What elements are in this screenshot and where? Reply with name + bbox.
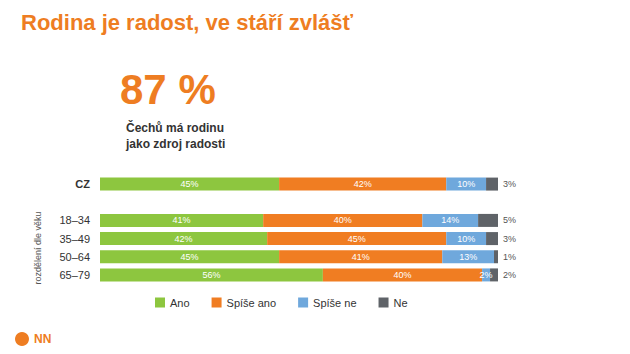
svg-text:3%: 3% [503,234,516,244]
svg-text:13%: 13% [459,252,477,262]
svg-text:41%: 41% [352,252,370,262]
svg-text:Ne: Ne [394,297,408,309]
svg-text:87 %: 87 % [120,66,216,113]
svg-text:40%: 40% [393,270,411,280]
svg-text:45%: 45% [181,252,199,262]
svg-text:42%: 42% [354,179,372,189]
svg-text:10%: 10% [457,234,475,244]
svg-text:Spíše ne: Spíše ne [313,297,356,309]
svg-text:45%: 45% [181,179,199,189]
svg-text:Rodina je radost, ve stáří zvl: Rodina je radost, ve stáří zvlášť [21,10,354,35]
svg-text:10%: 10% [457,179,475,189]
svg-text:40%: 40% [334,215,352,225]
svg-text:Spíše ano: Spíše ano [227,297,277,309]
svg-text:42%: 42% [175,234,193,244]
svg-text:45%: 45% [348,234,366,244]
svg-text:Ano: Ano [170,297,190,309]
svg-text:41%: 41% [173,215,191,225]
svg-text:35–49: 35–49 [59,233,90,245]
svg-text:56%: 56% [202,270,220,280]
svg-text:3%: 3% [503,179,516,189]
svg-text:Čechů má rodinu: Čechů má rodinu [126,120,227,135]
svg-text:NN: NN [34,332,51,346]
svg-text:rozdělení dle věku: rozdělení dle věku [33,211,43,284]
svg-text:2%: 2% [503,270,516,280]
svg-text:5%: 5% [503,215,516,225]
svg-text:jako zdroj radosti: jako zdroj radosti [125,137,225,151]
svg-text:18–34: 18–34 [59,214,90,226]
svg-text:1%: 1% [503,252,516,262]
svg-text:2%: 2% [480,270,493,280]
svg-text:50–64: 50–64 [59,251,90,263]
svg-text:CZ: CZ [75,178,90,190]
svg-text:14%: 14% [441,215,459,225]
svg-text:65–79: 65–79 [59,269,90,281]
